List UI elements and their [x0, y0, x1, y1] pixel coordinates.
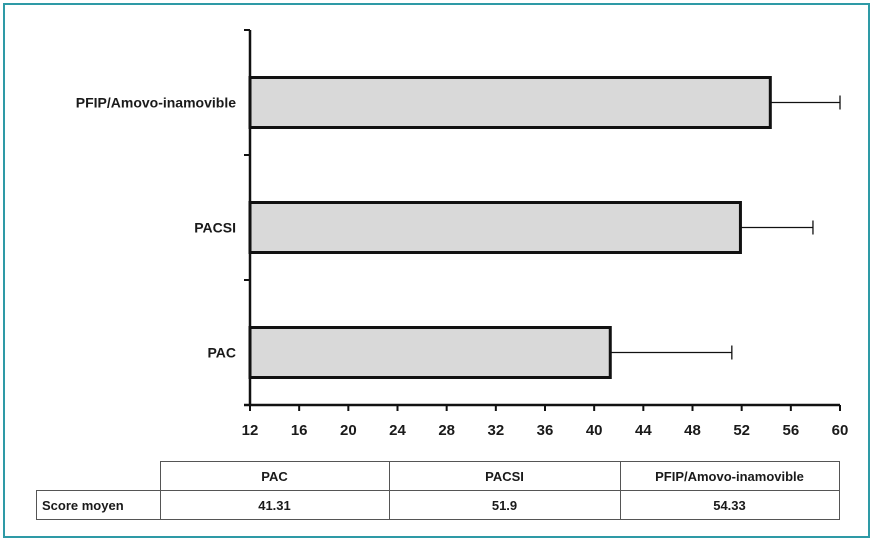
table-row-label: Score moyen	[36, 490, 161, 520]
category-label: PAC	[207, 345, 236, 361]
table-col-header: PACSI	[388, 461, 621, 491]
table-corner	[37, 462, 161, 491]
x-tick-label: 16	[291, 422, 308, 439]
table-cell: 41.31	[159, 490, 390, 520]
table-col-header: PFIP/Amovo-inamovible	[619, 461, 840, 491]
bar-chart: 12 16 20 24 28 32 36 40 44 48 52 56 60 PFIP/Amovo-in…	[76, 29, 849, 439]
x-ticks-group: 12 16 20 24 28 32 36 40 44 48 52 56 60	[242, 29, 849, 439]
category-labels-group: PFIP/Amovo-inamovible PACSI PAC	[76, 95, 236, 361]
bar	[248, 326, 612, 379]
x-tick-label: 44	[635, 422, 652, 439]
x-tick-label: 20	[340, 422, 357, 439]
x-tick-label: 28	[438, 422, 455, 439]
x-tick-label: 60	[832, 422, 849, 439]
category-label: PACSI	[194, 220, 236, 236]
bar	[248, 76, 772, 129]
table-row: Score moyen 41.31 51.9 54.33	[36, 490, 840, 520]
x-tick-label: 36	[537, 422, 554, 439]
table-col-header: PAC	[159, 461, 390, 491]
x-tick-label: 48	[684, 422, 701, 439]
x-tick-label: 40	[586, 422, 603, 439]
bars-group	[248, 76, 772, 379]
error-bars-group	[610, 95, 841, 360]
x-tick-label: 24	[389, 422, 406, 439]
table-header-row: PAC PACSI PFIP/Amovo-inamovible	[37, 461, 840, 491]
table-cell: 51.9	[388, 490, 621, 520]
x-tick-label: 32	[487, 422, 504, 439]
x-tick-label: 12	[242, 422, 259, 439]
bar	[248, 201, 742, 254]
x-tick-label: 52	[733, 422, 750, 439]
score-table: PAC PACSI PFIP/Amovo-inamovible Score mo…	[36, 461, 840, 520]
table-cell: 54.33	[619, 490, 840, 520]
x-tick-label: 56	[782, 422, 799, 439]
category-label: PFIP/Amovo-inamovible	[76, 95, 236, 111]
